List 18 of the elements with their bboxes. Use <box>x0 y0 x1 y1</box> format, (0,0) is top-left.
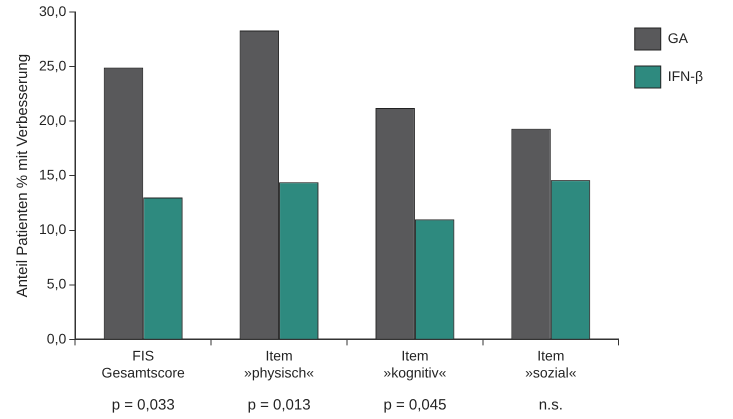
text: n.s. <box>538 396 563 414</box>
x-tick-label: FIS Gesamtscore <box>102 348 186 380</box>
y-tick-label: 30,0 <box>39 2 66 19</box>
text: p = 0,033 <box>112 396 175 414</box>
text: p = 0,013 <box>248 396 311 414</box>
x-tick-label: Item »kognitiv« <box>383 348 447 380</box>
legend-label: GA <box>668 30 689 46</box>
legend-label: IFN-β <box>668 68 704 84</box>
y-tick-label: 25,0 <box>39 57 66 74</box>
x-tick-label: Item »physisch« <box>244 348 314 380</box>
text: p = 0,045 <box>383 396 446 414</box>
y-tick-label: 0,0 <box>46 330 66 346</box>
y-axis-title: Anteil Patienten % mit Verbesserung <box>14 54 32 298</box>
y-tick-label: 15,0 <box>39 166 66 183</box>
x-tick-label: Item »sozial« <box>525 348 577 380</box>
y-tick-label: 10,0 <box>39 221 66 238</box>
y-tick-label: 5,0 <box>46 276 66 292</box>
y-tick-label: 20,0 <box>39 112 66 128</box>
